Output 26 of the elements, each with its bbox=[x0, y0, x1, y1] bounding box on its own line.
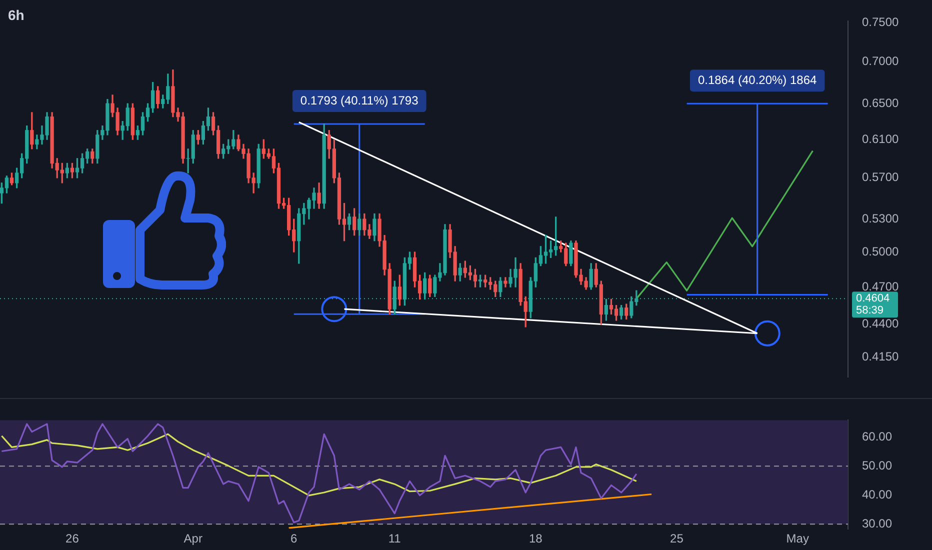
y-tick-label: 0.4150 bbox=[862, 350, 900, 364]
y-tick-label: 0.5300 bbox=[862, 211, 900, 226]
y-tick-label: 0.7500 bbox=[862, 15, 900, 30]
y-tick-label: 60.00 bbox=[862, 429, 892, 444]
y-tick-label: 0.4400 bbox=[862, 316, 900, 331]
x-tick-label: 25 bbox=[670, 531, 684, 546]
x-tick-label: 18 bbox=[528, 531, 543, 546]
y-tick-label: 40.00 bbox=[862, 487, 892, 502]
y-tick-label: 0.4700 bbox=[862, 279, 900, 294]
annotation: 0.1864 (40.20%) 1864 bbox=[698, 72, 818, 87]
y-tick-label: 0.7000 bbox=[862, 54, 900, 68]
y-tick-label: 0.6500 bbox=[862, 96, 900, 110]
y-tick-label: 0.5000 bbox=[862, 244, 900, 258]
annotation: 0.1793 (40.11%) 1793 bbox=[300, 93, 419, 108]
text: 58:39 bbox=[856, 304, 884, 317]
y-tick-label: 50.00 bbox=[862, 458, 892, 472]
x-tick-label: Apr bbox=[184, 531, 202, 546]
y-tick-label: 0.6100 bbox=[862, 132, 900, 146]
chart-title: 6h bbox=[8, 6, 24, 23]
y-tick-label: 0.5700 bbox=[862, 170, 900, 184]
x-tick-label: 26 bbox=[66, 531, 80, 546]
y-tick-label: 30.00 bbox=[862, 516, 892, 530]
x-tick-label: May bbox=[786, 531, 809, 546]
x-tick-label: 11 bbox=[388, 531, 402, 546]
x-tick-label: 6 bbox=[290, 531, 298, 546]
ref-line-label: 0.4604 bbox=[856, 292, 890, 305]
